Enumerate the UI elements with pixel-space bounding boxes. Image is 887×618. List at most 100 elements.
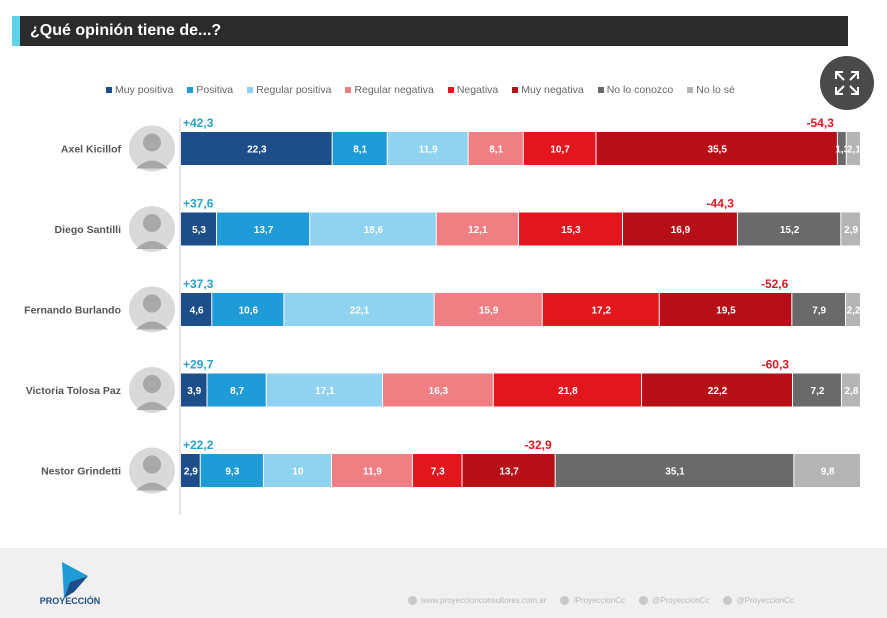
bar-segment [542,293,659,326]
legend-swatch [512,87,519,93]
bar-value-label: 2,1 [847,145,861,156]
legend-label: Negativa [456,84,499,96]
bar-value-label: 22,2 [708,386,728,397]
category-label: Victoria Tolosa Paz [26,385,121,397]
bar-value-label: 2,8 [845,386,859,397]
legend-item: Regular negativa [345,82,434,98]
bar-segment [841,212,860,246]
bar-segment [468,132,523,165]
bar-value-label: 2,2 [847,306,861,317]
bar-value-label: 9,8 [821,467,835,478]
avatar-body-icon [136,482,168,491]
footer-link[interactable]: @ProyeccionCc [638,596,710,605]
bar-value-label: 10 [292,467,304,478]
footer-link-label: /ProyeccionCc [573,596,625,605]
legend-item: No lo conozco [597,82,674,98]
title-bar: ¿Qué opinión tiene de...? [12,16,848,46]
legend-swatch [187,87,194,93]
bar-segment [200,454,263,487]
bar-segment [555,454,794,487]
chart-legend: Muy positiva Positiva Regular positiva Regu… [106,82,816,98]
bar-value-label: 35,5 [707,145,727,156]
bar-value-label: 18,6 [364,225,384,236]
avatar-head-icon [143,375,161,393]
bar-value-label: 13,7 [254,225,274,236]
avatar-head-icon [143,133,161,152]
bar-value-label: 2,9 [184,467,198,478]
category-label: Nestor Grindetti [41,466,121,478]
legend-label: Regular positiva [256,84,332,96]
bar-value-label: 17,1 [315,386,335,397]
bar-segment [841,373,860,407]
avatar-body-icon [136,321,168,330]
bar-value-label: 12,1 [468,225,488,236]
negative-total-label: -54,3 [807,116,835,130]
social-icon [638,596,648,605]
bar-value-label: 15,3 [561,225,581,236]
title-accent [12,16,20,46]
legend-swatch [106,87,112,93]
avatar-body-icon [136,402,168,410]
legend-label: No lo conozco [606,84,674,96]
bar-segment [207,373,266,407]
expand-fullscreen-button[interactable] [820,56,874,110]
category-label: Diego Santilli [54,224,121,236]
bar-value-label: 8,1 [489,145,503,156]
bar-value-label: 21,8 [558,386,578,397]
bar-segment [642,373,792,407]
legend-item: Positiva [187,82,233,98]
bar-value-label: 8,7 [230,386,244,397]
social-icon [408,596,417,605]
bar-value-label: 10,6 [239,306,259,317]
category-label: Axel Kicillof [61,144,122,156]
bar-segment [523,132,596,165]
bar-value-label: 35,1 [665,467,685,478]
brand-name: PROYECCIÓN [39,596,101,606]
bar-segment [181,212,217,246]
bar-segment [310,212,436,246]
bar-value-label: 11,9 [363,467,382,478]
avatar-head-icon [143,455,161,474]
bar-value-label: 7,2 [811,386,825,397]
bar-value-label: 22,1 [350,306,370,317]
legend-item: Negativa [447,82,499,98]
footer-link[interactable]: www.proyeccionconsultores.com.ar [408,596,546,605]
bar-segment [846,132,860,165]
bar-segment [794,454,860,487]
bar-segment [793,373,841,407]
bar-segment [434,293,542,326]
footer-link-label: @ProyeccionCc [736,596,794,605]
bar-value-label: 10,7 [550,145,570,156]
bar-value-label: 3,9 [187,386,201,397]
expand-icon [835,71,859,95]
bar-segment [436,212,518,246]
bar-value-label: 7,3 [431,467,445,478]
legend-swatch [597,87,604,93]
bar-segment [659,293,792,326]
footer: PROYECCIÓN www.proyeccionconsultores.com… [0,548,887,618]
footer-link-label: www.proyeccionconsultores.com.ar [421,596,547,605]
footer-links: www.proyeccionconsultores.com.ar/Proyecc… [408,596,794,605]
bar-segment [737,212,841,246]
bar-segment [284,293,434,326]
positive-total-label: +22,2 [183,438,214,452]
bar-segment [837,132,846,165]
social-icon [560,596,570,605]
positive-total-label: +37,3 [183,277,214,291]
brand-logo-icon [62,562,88,598]
footer-link-label: @ProyeccionCc [651,596,710,605]
footer-link[interactable]: /ProyeccionCc [560,596,625,605]
bar-value-label: 9,3 [225,467,239,478]
bar-segment [387,132,468,165]
avatar-head-icon [143,294,161,313]
bar-segment [217,212,310,246]
bar-value-label: 15,2 [780,225,800,236]
negative-total-label: -52,6 [761,277,789,291]
footer-link[interactable]: @ProyeccionCc [723,596,794,605]
legend-label: Positiva [196,84,234,96]
legend-item: Muy positiva [106,82,173,98]
bar-segment [212,293,284,326]
bar-segment [266,373,382,407]
bar-segment [493,373,642,407]
legend-item: Regular positiva [247,82,331,98]
